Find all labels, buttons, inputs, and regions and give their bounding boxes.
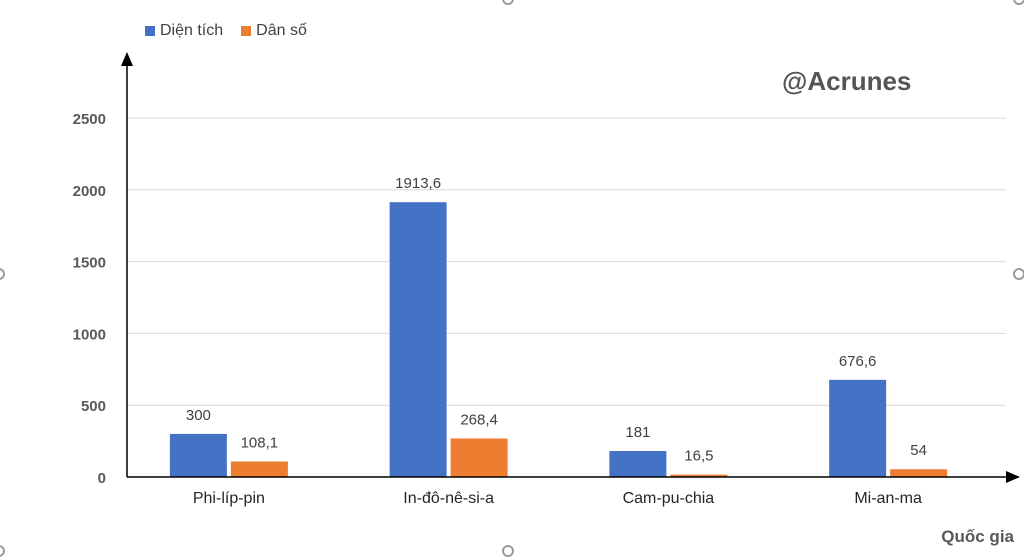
bar-dan-so-3 [890, 469, 948, 477]
legend-swatch-dan-so [241, 26, 252, 36]
x-tick-label-3: Mi-an-ma [854, 490, 922, 507]
y-tick-label-2500: 2500 [73, 111, 106, 128]
legend: Diện tích Dân số [145, 22, 307, 40]
data-label-dien-tich-3: 676,6 [839, 353, 877, 370]
legend-item-dien-tich: Diện tích [145, 22, 223, 40]
bar-dan-so-1 [450, 438, 508, 477]
x-tick-label-1: In-đô-nê-si-a [403, 490, 494, 507]
y-tick-label-0: 0 [98, 470, 106, 487]
x-axis-title: Quốc gia [941, 527, 1014, 546]
data-label-dien-tich-0: 300 [186, 407, 211, 424]
legend-swatch-dien-tich [145, 26, 155, 36]
bar-dan-so-2 [670, 474, 728, 477]
data-label-dan-so-1: 268,4 [460, 411, 498, 428]
x-tick-label-0: Phi-líp-pin [193, 490, 265, 507]
bar-dan-so-0 [230, 461, 288, 477]
y-tick-label-1000: 1000 [73, 326, 106, 343]
x-tick-label-2: Cam-pu-chia [623, 490, 715, 507]
y-tick-label-1500: 1500 [73, 255, 106, 272]
y-tick-label-2000: 2000 [73, 183, 106, 200]
legend-item-dan-so: Dân số [241, 22, 307, 40]
data-label-dan-so-0: 108,1 [241, 434, 279, 451]
bar-dien-tich-3 [829, 379, 887, 477]
legend-label-dan-so: Dân số [256, 22, 307, 39]
y-tick-label-500: 500 [81, 398, 106, 415]
resize-handle-bottom[interactable] [502, 545, 514, 557]
data-label-dien-tich-1: 1913,6 [395, 175, 441, 192]
y-axis-arrow [121, 52, 133, 66]
data-label-dan-so-2: 16,5 [684, 448, 713, 465]
watermark: @Acrunes [782, 66, 912, 96]
data-label-dan-so-3: 54 [910, 442, 927, 459]
bar-dien-tich-2 [609, 451, 667, 477]
resize-handle-right[interactable] [1013, 268, 1024, 280]
bar-dien-tich-0 [169, 433, 227, 477]
x-axis-arrow [1006, 471, 1020, 483]
legend-label-dien-tich: Diện tích [160, 22, 224, 39]
bar-dien-tich-1 [389, 202, 447, 478]
data-label-dien-tich-2: 181 [625, 424, 650, 441]
